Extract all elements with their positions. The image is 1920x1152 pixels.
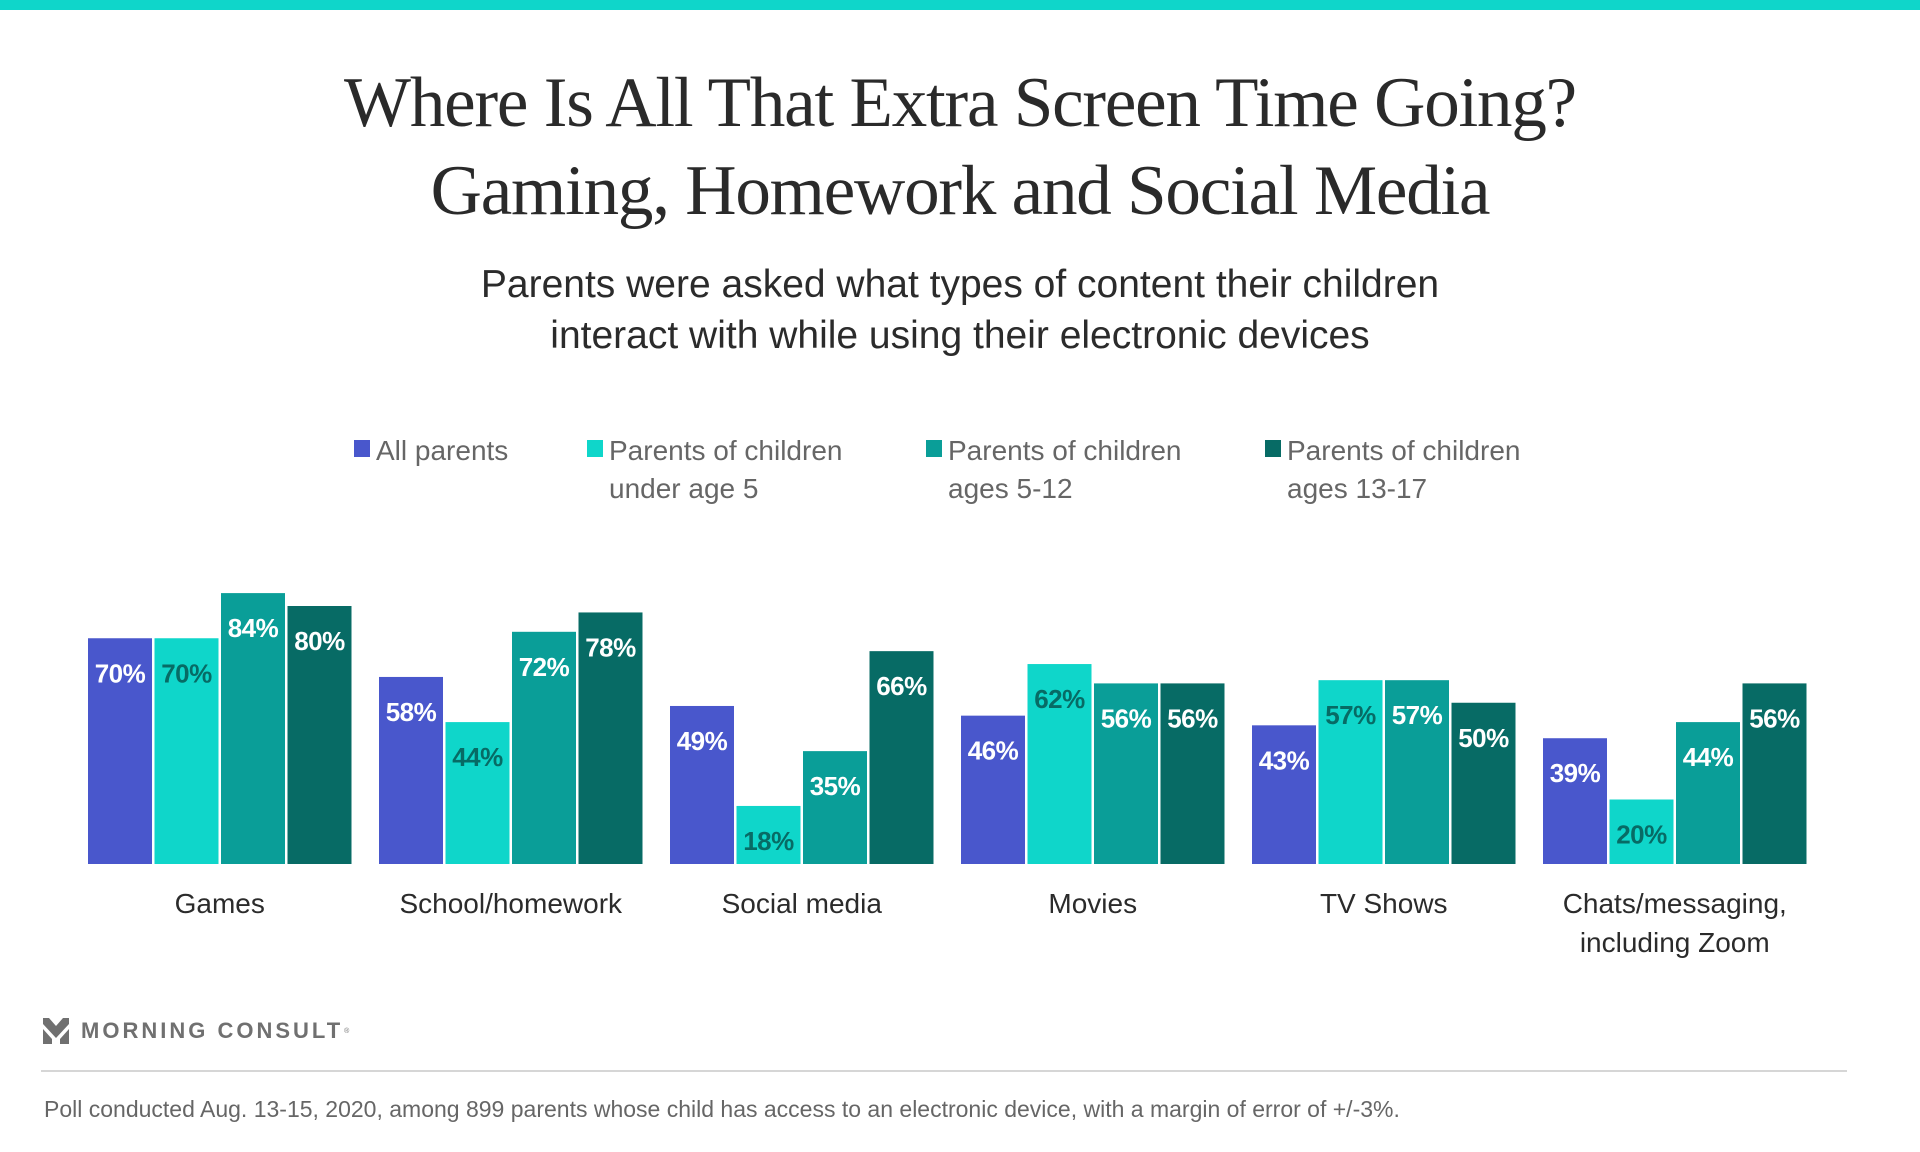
bars-layer <box>88 593 1807 864</box>
chart-subtitle-line-1: Parents were asked what types of content… <box>480 263 1440 306</box>
bar-school-homework-parents-of-children-ages-5-12 <box>512 631 576 864</box>
legend-item-under-5: Parents of children under age 5 <box>587 432 842 508</box>
chart-title: Where Is All That Extra Screen Time Goin… <box>0 59 1920 235</box>
category-labels-layer: Games School/homework Social media Movies TV… <box>175 888 1787 958</box>
category-label-games: Games <box>175 888 265 919</box>
category-label-line: Chats/messaging, <box>1563 888 1787 919</box>
value-label-school-homework-all-parents: 58% <box>386 697 437 727</box>
value-label-games-all-parents: 70% <box>95 658 146 688</box>
bar-movies-parents-of-children-ages-13-17 <box>1160 683 1225 864</box>
bar-social-media-parents-of-children-under-age-5 <box>736 805 801 864</box>
bar-chats-messaging-including-zoom-parents-of-children-ages-13-17 <box>1742 683 1807 864</box>
legend-swatch-ages-5-12 <box>926 440 942 457</box>
bar-chart: 70% 70% 84% 80% 58% 44% 72% 78% 49% 18% 35% 66% 46% 6… <box>88 593 1807 958</box>
category-label-line: TV Shows <box>1320 888 1448 919</box>
chart-subtitle-line-2: interact with while using their electron… <box>550 314 1370 357</box>
value-label-games-parents-of-children-ages-5-12: 84% <box>228 613 279 643</box>
value-label-movies-all-parents: 46% <box>968 736 1019 766</box>
bar-games-parents-of-children-ages-5-12 <box>221 593 285 864</box>
footer-divider <box>41 1070 1847 1072</box>
legend-label-under-5: Parents of children under age 5 <box>609 435 843 504</box>
bar-tv-shows-parents-of-children-ages-13-17 <box>1451 702 1516 864</box>
bar-tv-shows-all-parents <box>1252 725 1316 864</box>
chart-title-line-2: Gaming, Homework and Social Media <box>430 152 1491 230</box>
category-label-line: School/homework <box>399 888 623 919</box>
bar-games-parents-of-children-ages-13-17 <box>287 606 352 864</box>
value-label-chats-messaging-including-zoom-parents-of-children-ages-13-17: 56% <box>1749 703 1800 733</box>
value-label-tv-shows-parents-of-children-ages-13-17: 50% <box>1458 723 1509 753</box>
category-label-movies: Movies <box>1048 888 1137 919</box>
legend-label-ages-13-17: Parents of children ages 13-17 <box>1287 435 1521 504</box>
value-label-tv-shows-all-parents: 43% <box>1259 745 1310 775</box>
registered-mark: ® <box>344 1027 350 1035</box>
bar-chats-messaging-including-zoom-parents-of-children-under-age-5 <box>1609 799 1674 864</box>
morning-consult-logo: MORNING CONSULT ® <box>43 1018 349 1044</box>
value-labels-layer: 70% 70% 84% 80% 58% 44% 72% 78% 49% 18% 35% 66% 46% 6… <box>95 613 1801 856</box>
bar-school-homework-parents-of-children-ages-13-17 <box>578 612 643 864</box>
bar-social-media-parents-of-children-ages-13-17 <box>869 651 934 864</box>
value-label-games-parents-of-children-under-age-5: 70% <box>161 658 212 688</box>
category-label-chats-messaging-including-zoom: Chats/messaging, including Zoom <box>1563 888 1787 958</box>
value-label-social-media-parents-of-children-ages-5-12: 35% <box>810 771 861 801</box>
legend-swatch-all-parents <box>354 440 370 457</box>
legend-swatch-ages-13-17 <box>1265 440 1281 457</box>
legend-item-ages-5-12: Parents of children ages 5-12 <box>926 432 1181 508</box>
morning-consult-logo-icon <box>43 1018 69 1044</box>
legend-item-ages-13-17: Parents of children ages 13-17 <box>1265 432 1520 508</box>
value-label-school-homework-parents-of-children-under-age-5: 44% <box>452 742 503 772</box>
chart-subtitle: Parents were asked what types of content… <box>0 259 1920 361</box>
category-label-line: Social media <box>722 888 883 919</box>
value-label-social-media-all-parents: 49% <box>677 726 728 756</box>
value-label-school-homework-parents-of-children-ages-13-17: 78% <box>585 632 636 662</box>
legend-label-ages-5-12: Parents of children ages 5-12 <box>948 435 1182 504</box>
category-label-school-homework: School/homework <box>399 888 623 919</box>
category-label-line: including Zoom <box>1580 927 1770 958</box>
category-label-social-media: Social media <box>722 888 883 919</box>
bar-movies-parents-of-children-ages-5-12 <box>1094 683 1158 864</box>
value-label-movies-parents-of-children-ages-13-17: 56% <box>1167 703 1218 733</box>
category-label-line: Games <box>175 888 265 919</box>
bar-games-all-parents <box>88 638 152 864</box>
legend-swatch-under-5 <box>587 440 603 457</box>
bar-tv-shows-parents-of-children-ages-5-12 <box>1385 680 1449 864</box>
category-label-tv-shows: TV Shows <box>1320 888 1448 919</box>
bar-tv-shows-parents-of-children-under-age-5 <box>1318 680 1383 864</box>
value-label-chats-messaging-including-zoom-parents-of-children-ages-5-12: 44% <box>1683 742 1734 772</box>
bar-school-homework-all-parents <box>379 676 443 864</box>
value-label-games-parents-of-children-ages-13-17: 80% <box>294 626 345 656</box>
value-label-movies-parents-of-children-ages-5-12: 56% <box>1101 703 1152 733</box>
value-label-school-homework-parents-of-children-ages-5-12: 72% <box>519 652 570 682</box>
value-label-chats-messaging-including-zoom-parents-of-children-under-age-5: 20% <box>1616 820 1667 850</box>
bar-games-parents-of-children-under-age-5 <box>154 638 219 864</box>
legend-label-all-parents: All parents <box>376 435 509 466</box>
chart-title-line-1: Where Is All That Extra Screen Time Goin… <box>344 64 1577 142</box>
bar-social-media-all-parents <box>670 705 734 864</box>
brand-name: MORNING CONSULT <box>81 1018 344 1043</box>
bar-chats-messaging-including-zoom-all-parents <box>1543 738 1607 864</box>
bar-social-media-parents-of-children-ages-5-12 <box>803 751 867 864</box>
bar-movies-all-parents <box>961 715 1025 864</box>
value-label-tv-shows-parents-of-children-ages-5-12: 57% <box>1392 700 1443 730</box>
footnote: Poll conducted Aug. 13-15, 2020, among 8… <box>44 1096 1400 1122</box>
value-label-movies-parents-of-children-under-age-5: 62% <box>1034 684 1085 714</box>
bar-chats-messaging-including-zoom-parents-of-children-ages-5-12 <box>1676 722 1740 864</box>
category-label-line: Movies <box>1048 888 1137 919</box>
value-label-tv-shows-parents-of-children-under-age-5: 57% <box>1325 700 1376 730</box>
bar-school-homework-parents-of-children-under-age-5 <box>445 722 510 864</box>
value-label-chats-messaging-including-zoom-all-parents: 39% <box>1550 758 1601 788</box>
bar-movies-parents-of-children-under-age-5 <box>1027 664 1092 864</box>
value-label-social-media-parents-of-children-ages-13-17: 66% <box>876 671 927 701</box>
value-label-social-media-parents-of-children-under-age-5: 18% <box>743 826 794 856</box>
legend-item-all-parents: All parents <box>354 432 508 470</box>
top-accent-bar <box>0 0 1920 10</box>
